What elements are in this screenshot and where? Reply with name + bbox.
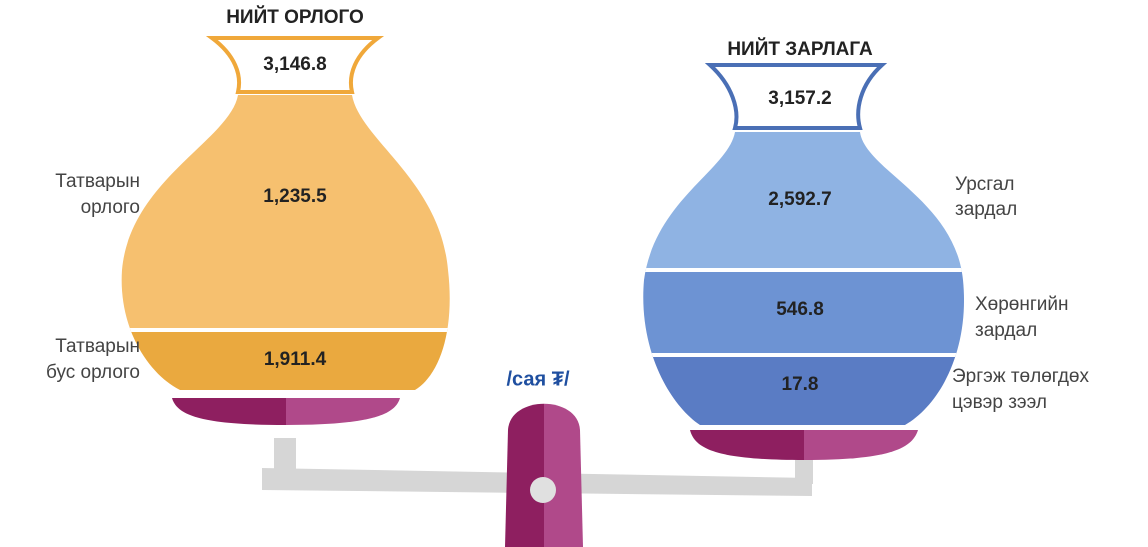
income-value: 1,235.5 (263, 186, 327, 207)
expense-label: зардал (975, 320, 1037, 341)
income-title: НИЙТ ОРЛОГО (226, 6, 364, 28)
expense-vase (643, 63, 965, 460)
income-value: 1,911.4 (264, 349, 327, 370)
expense-label: цэвэр зээл (952, 392, 1047, 413)
expense-label: зардал (955, 199, 1017, 220)
expense-label: Эргэж төлөгдөх (952, 366, 1089, 387)
expense-label: Хөрөнгийн (975, 294, 1069, 315)
expense-title: НИЙТ ЗАРЛАГА (727, 38, 873, 60)
scale (262, 403, 813, 547)
expense-value: 2,592.7 (768, 189, 831, 210)
income-label: бус орлого (46, 362, 140, 383)
unit-label: /сая ₮/ (506, 368, 569, 390)
expense-label: Урсгал (955, 174, 1014, 195)
income-label: Татварын (55, 171, 140, 192)
expense-value: 17.8 (782, 374, 819, 395)
expense-total: 3,157.2 (768, 88, 831, 109)
income-total: 3,146.8 (263, 54, 326, 75)
income-label: Татварын (55, 336, 140, 357)
income-label: орлого (81, 197, 140, 218)
expense-value: 546.8 (776, 299, 824, 320)
